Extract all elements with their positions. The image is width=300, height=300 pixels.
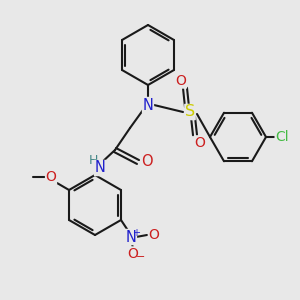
Text: O: O — [46, 170, 56, 184]
Text: O: O — [148, 228, 159, 242]
Text: +: + — [132, 228, 140, 238]
Text: H: H — [88, 154, 98, 166]
Text: Cl: Cl — [275, 130, 289, 144]
Text: −: − — [136, 252, 146, 262]
Text: O: O — [128, 247, 138, 261]
Text: N: N — [125, 230, 136, 244]
Text: O: O — [141, 154, 153, 169]
Text: O: O — [195, 136, 206, 150]
Text: S: S — [185, 104, 195, 119]
Text: O: O — [176, 74, 186, 88]
Text: N: N — [142, 98, 153, 112]
Text: N: N — [94, 160, 105, 175]
